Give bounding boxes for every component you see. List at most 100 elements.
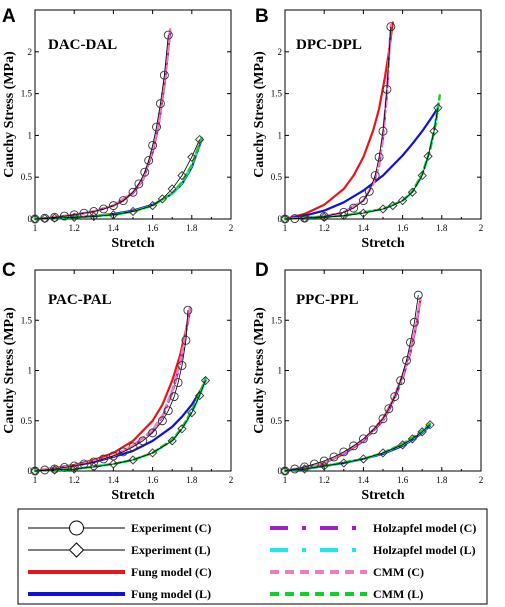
y-axis-label: Cauchy Stress (MPa) <box>2 51 17 178</box>
y-tick-label: 0.5 <box>21 172 33 182</box>
series-line-fung_c <box>33 309 191 473</box>
data-point-exp_l <box>49 213 60 223</box>
data-point-exp_l <box>177 170 187 181</box>
x-tick-label: 1.4 <box>358 475 370 485</box>
data-point-exp_l <box>299 464 310 474</box>
x-tick-label: 1.4 <box>108 475 120 485</box>
series-line-cmm_c <box>33 307 192 473</box>
legend-label: Fung model (L) <box>131 587 211 601</box>
legend-label: Experiment (C) <box>131 521 211 535</box>
legend-label: Holzapfel model (C) <box>373 521 476 535</box>
data-point-exp_l <box>167 184 177 194</box>
data-point-exp_c <box>89 207 99 216</box>
data-point-exp_c <box>163 406 173 416</box>
series-line-cmm_c <box>33 28 172 221</box>
data-point-exp_c <box>378 126 388 136</box>
x-tick-label: 1.2 <box>319 223 330 233</box>
y-tick-label: 0.5 <box>21 416 33 426</box>
data-point-exp_l <box>378 204 388 214</box>
series-line-holz_c <box>33 29 172 221</box>
data-point-exp_c <box>181 335 191 345</box>
data-point-exp_l <box>30 466 40 476</box>
data-point-exp_c <box>339 207 349 217</box>
x-axis-label: Stretch <box>361 488 404 503</box>
data-point-exp_c <box>128 442 138 452</box>
data-point-exp_c <box>155 99 165 109</box>
y-axis-label: Cauchy Stress (MPa) <box>2 307 17 434</box>
data-point-exp_l <box>407 434 418 444</box>
data-point-exp_l <box>299 213 310 223</box>
data-point-exp_c <box>368 425 378 435</box>
x-tick-label: 1 <box>283 223 288 233</box>
panel-letter: D <box>255 260 269 281</box>
data-point-exp_l <box>89 211 99 222</box>
x-tick-label: 1.6 <box>397 475 409 485</box>
y-tick-label: 0.5 <box>271 416 283 426</box>
data-point-exp_c <box>69 210 79 220</box>
y-tick-label: 2 <box>278 47 283 57</box>
y-tick-label: 1.5 <box>21 89 33 99</box>
x-tick-label: 1.2 <box>319 475 330 485</box>
data-point-exp_c <box>396 376 406 385</box>
data-point-exp_c <box>157 416 167 426</box>
data-point-exp_l <box>423 151 433 161</box>
series-line-exp_c <box>284 295 419 472</box>
y-tick-label: 0 <box>278 466 283 476</box>
data-point-exp_l <box>378 448 388 458</box>
data-point-exp_c <box>50 464 60 474</box>
x-tick-label: 1.4 <box>358 223 370 233</box>
x-tick-label: 1.6 <box>147 223 159 233</box>
data-point-exp_c <box>59 211 69 221</box>
series-line-fung_c <box>33 29 172 221</box>
panel-letter: C <box>2 260 16 281</box>
data-point-exp_c <box>382 84 392 94</box>
data-point-exp_c <box>358 196 368 206</box>
data-point-exp_l <box>128 206 138 217</box>
data-point-exp_l <box>147 200 158 211</box>
data-point-exp_c <box>405 337 415 347</box>
x-tick-label: 1.6 <box>397 223 409 233</box>
data-point-exp_l <box>339 211 349 221</box>
data-point-exp_c <box>374 152 384 162</box>
data-point-exp_c <box>300 462 310 472</box>
data-point-exp_l <box>187 152 197 162</box>
data-point-exp_l <box>69 212 79 222</box>
series-line-holz_l <box>33 379 207 473</box>
x-tick-label: 2 <box>229 223 234 233</box>
data-point-exp_l <box>40 213 50 224</box>
data-point-exp_c <box>358 434 368 444</box>
data-point-exp_l <box>388 200 398 211</box>
data-point-exp_l <box>49 465 60 475</box>
series-line-exp_l <box>284 424 431 472</box>
legend-item-fung_c: Fung model (C) <box>28 565 212 579</box>
data-point-exp_l <box>358 454 369 464</box>
data-point-exp_l <box>429 126 439 136</box>
y-tick-label: 1 <box>278 366 283 376</box>
y-axis-label: Cauchy Stress (MPa) <box>252 307 267 434</box>
legend-item-fung_l: Fung model (L) <box>28 587 211 601</box>
x-tick-label: 1 <box>33 223 38 233</box>
legend-label: CMM (C) <box>373 565 424 579</box>
data-point-exp_c <box>319 456 329 466</box>
data-point-exp_c <box>89 457 99 467</box>
data-point-exp_c <box>169 392 179 402</box>
data-point-exp_l <box>433 103 443 113</box>
data-point-exp_l <box>425 420 435 430</box>
data-point-exp_c <box>152 122 161 132</box>
y-tick-label: 1.5 <box>271 89 283 99</box>
series-line-exp_l <box>34 380 206 472</box>
x-tick-label: 1.8 <box>436 223 448 233</box>
data-point-exp_c <box>319 212 329 221</box>
panel-c: C PAC-PAL 1 1.2 1.4 1.6 1.8 2 0 0.5 1 1.5 Stretch Cau… <box>2 260 233 503</box>
series-line-fung_l <box>283 424 432 473</box>
data-point-exp_l <box>339 458 349 468</box>
series-line-fung_l <box>283 106 439 221</box>
data-point-exp_c <box>138 436 148 446</box>
series-line-fung_l <box>33 379 207 473</box>
legend: Experiment (C) Experiment (L) Fung model (… <box>17 508 488 605</box>
data-point-exp_c <box>384 404 394 414</box>
data-point-exp_l <box>177 424 187 434</box>
data-point-exp_l <box>280 466 290 476</box>
series-line-holz_l <box>33 137 203 221</box>
x-tick-label: 2 <box>479 475 484 485</box>
